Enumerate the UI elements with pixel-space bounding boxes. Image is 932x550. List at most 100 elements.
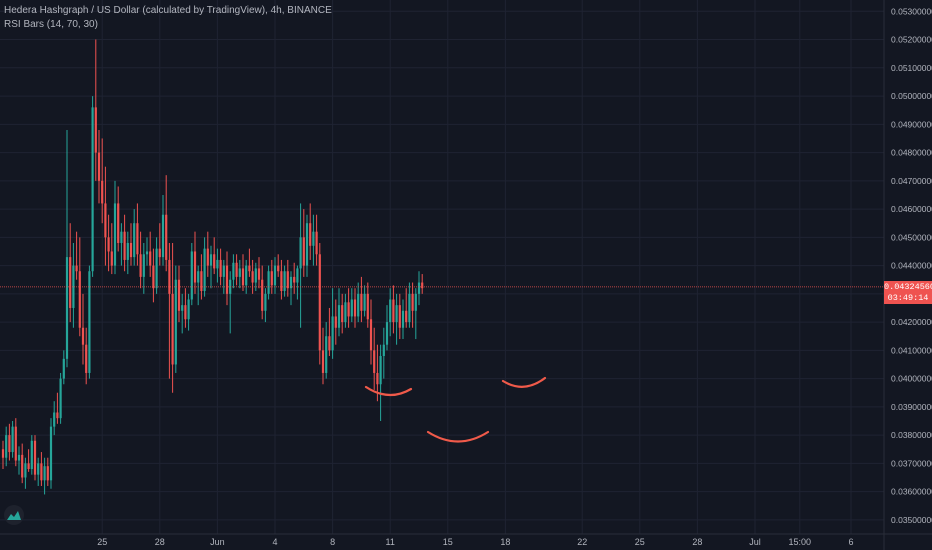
candle-body <box>238 268 241 277</box>
right-shoulder-arc <box>501 376 547 388</box>
price-tick-label: 0.04400000 <box>891 261 932 271</box>
time-tick-label: 22 <box>577 537 587 547</box>
candle-body <box>155 248 158 289</box>
price-tick-label: 0.03900000 <box>891 402 932 412</box>
candle-body <box>373 350 376 373</box>
candle-body <box>309 223 312 246</box>
candle-body <box>206 248 209 266</box>
time-tick-label: 15:00 <box>789 537 812 547</box>
candle-body <box>37 463 40 475</box>
time-tick-label: 8 <box>330 537 335 547</box>
candle-body <box>203 248 206 292</box>
candle-body <box>293 276 296 283</box>
candle-body <box>91 107 94 272</box>
candle-body <box>187 299 190 320</box>
candle-body <box>232 262 235 280</box>
candle-body <box>69 257 72 308</box>
candle-body <box>235 262 238 277</box>
price-tick-label: 0.04000000 <box>891 374 932 384</box>
candle-body <box>360 293 363 311</box>
candle-body <box>305 223 309 266</box>
candle-body <box>136 223 139 255</box>
candle-body <box>251 271 254 283</box>
candle-body <box>245 265 248 286</box>
candle-body <box>398 305 401 328</box>
candle-body <box>49 426 53 481</box>
price-tick-label: 0.05100000 <box>891 63 932 73</box>
candle-body <box>190 251 193 300</box>
candle-body <box>78 271 81 328</box>
candle-body <box>209 254 213 266</box>
candle-body <box>280 271 283 292</box>
candle-body <box>213 254 216 269</box>
candle-body <box>30 440 33 470</box>
candle-body <box>267 271 270 294</box>
head-shoulders-annotation <box>364 376 547 443</box>
candle-body <box>248 265 251 272</box>
candle-body <box>385 322 389 345</box>
candle-body <box>110 251 113 266</box>
candle-body <box>353 299 357 317</box>
candle-body <box>369 319 373 351</box>
candle-body <box>357 293 360 317</box>
candle-body <box>331 316 334 351</box>
price-tick-label: 0.04200000 <box>891 317 932 327</box>
candle-body <box>296 268 299 283</box>
price-tick-label: 0.05000000 <box>891 91 932 101</box>
price-tick-label: 0.04100000 <box>891 345 932 355</box>
candle-body <box>264 293 267 311</box>
symbol-title: Hedera Hashgraph / US Dollar (calculated… <box>4 5 332 16</box>
candle-body <box>216 259 219 269</box>
candle-body <box>40 463 43 481</box>
candle-body <box>200 271 203 292</box>
candle-body <box>85 344 88 373</box>
candle-body <box>149 251 152 266</box>
candle-body <box>94 107 97 153</box>
candle-body <box>283 271 286 292</box>
chart-grid <box>0 0 884 534</box>
candle-body <box>5 435 8 458</box>
price-tick-label: 0.03500000 <box>891 515 932 525</box>
time-tick-label: 15 <box>443 537 453 547</box>
bar-countdown-label: 03:49:14 <box>884 292 932 304</box>
candle-body <box>273 265 277 286</box>
candle-body <box>158 248 161 258</box>
price-tick-label: 0.05300000 <box>891 6 932 16</box>
candle-body <box>328 336 331 351</box>
candle-body <box>270 271 273 286</box>
time-tick-label: Jun <box>210 537 225 547</box>
candle-body <box>395 305 398 323</box>
candle-body <box>184 305 187 320</box>
time-axis[interactable]: 25 28 Jun 4 8 11 15 18 22 25 28 Jul 15:00 6 <box>0 533 932 547</box>
chart-legend: Hedera Hashgraph / US Dollar (calculated… <box>4 4 332 32</box>
candle-body <box>43 466 46 481</box>
candle-body <box>165 214 168 260</box>
last-price-label: 0.04324560 <box>884 280 932 293</box>
candle-body <box>126 242 129 260</box>
price-tick-label: 0.03800000 <box>891 430 932 440</box>
candle-body <box>81 327 85 345</box>
candle-body <box>299 237 302 269</box>
candle-body <box>376 372 379 385</box>
price-tick-label: 0.03700000 <box>891 458 932 468</box>
tradingview-logo-icon[interactable] <box>4 505 24 525</box>
candle-body <box>142 254 145 277</box>
price-tick-label: 0.05200000 <box>891 35 932 45</box>
candle-body <box>27 463 30 470</box>
candle-body <box>401 310 405 328</box>
candle-body <box>286 271 289 289</box>
candle-body <box>379 356 382 385</box>
candle-body <box>197 271 200 283</box>
price-tick-label: 0.03600000 <box>891 487 932 497</box>
candle-body <box>117 203 120 243</box>
candle-body <box>219 259 222 277</box>
candle-body <box>193 251 197 283</box>
candle-body <box>241 268 245 286</box>
candle-body <box>408 293 411 323</box>
candle-body <box>321 350 325 373</box>
candle-body <box>225 265 229 294</box>
candle-body <box>347 302 350 317</box>
indicator-label[interactable]: RSI Bars (14, 70, 30) <box>4 19 98 30</box>
price-axis[interactable]: 0.03500000 0.03600000 0.03700000 0.03800000… <box>883 0 932 550</box>
